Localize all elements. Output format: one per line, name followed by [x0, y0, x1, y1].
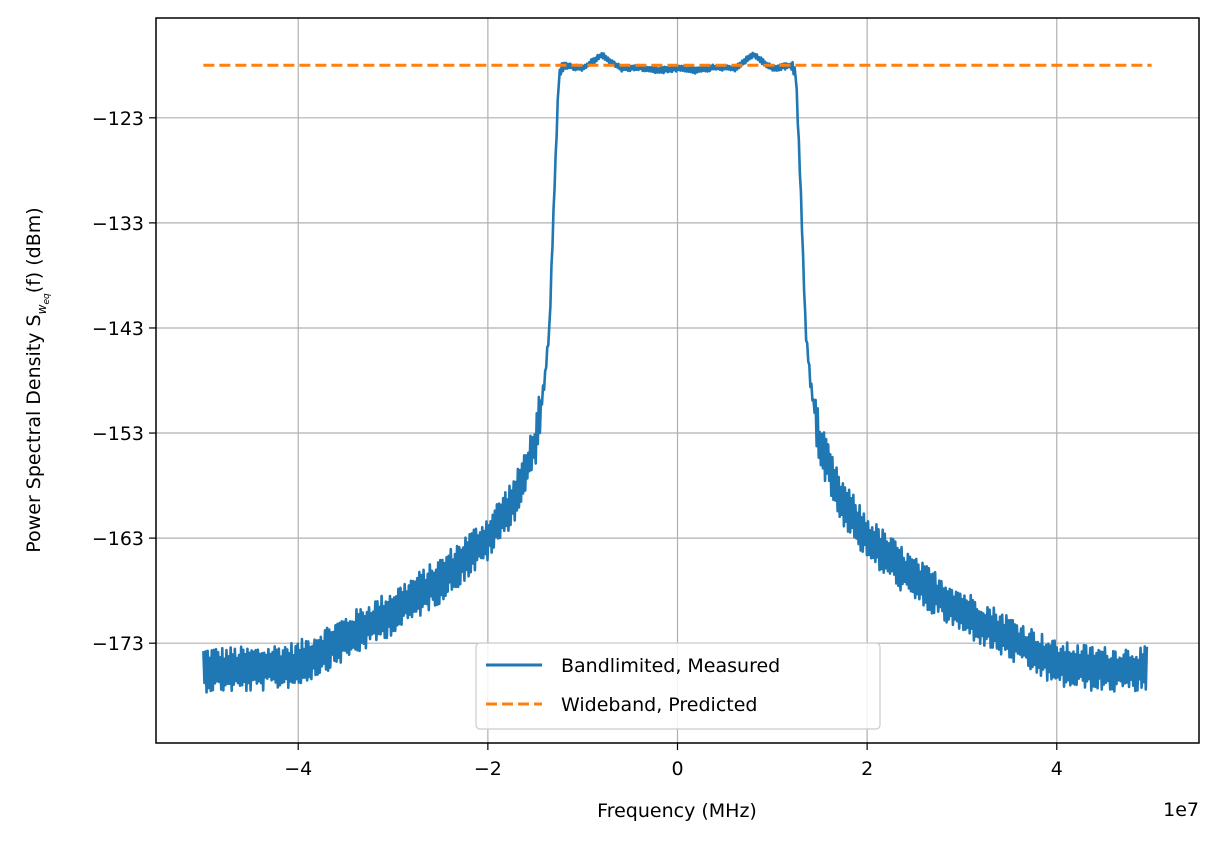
y-axis-ticks: −123 −133 −143 −153 −163 −173 — [92, 108, 156, 655]
x-axis-label: Frequency (MHz) — [597, 800, 757, 822]
y-axis-label: Power Spectral Density Sweq(f) (dBm) — [23, 207, 52, 552]
x-tick-label: 2 — [861, 758, 873, 780]
x-tick-label: 0 — [671, 758, 683, 780]
legend-label-predicted: Wideband, Predicted — [561, 694, 757, 716]
series-layer — [202, 51, 1152, 694]
y-tick-label: −123 — [92, 108, 144, 130]
y-tick-label: −173 — [92, 633, 144, 655]
series-line-measured — [202, 51, 1149, 694]
legend: Bandlimited, Measured Wideband, Predicte… — [475, 642, 881, 730]
x-axis-offset-label: 1e7 — [1163, 799, 1199, 821]
x-tick-label: −2 — [474, 758, 502, 780]
legend-box — [475, 642, 881, 730]
legend-label-measured: Bandlimited, Measured — [561, 655, 780, 677]
y-tick-label: −163 — [92, 528, 144, 550]
y-tick-label: −133 — [92, 213, 144, 235]
y-tick-label: −143 — [92, 318, 144, 340]
y-tick-label: −153 — [92, 423, 144, 445]
x-axis-ticks: −4 −2 0 2 4 — [284, 743, 1063, 780]
x-tick-label: −4 — [284, 758, 312, 780]
x-tick-label: 4 — [1051, 758, 1063, 780]
